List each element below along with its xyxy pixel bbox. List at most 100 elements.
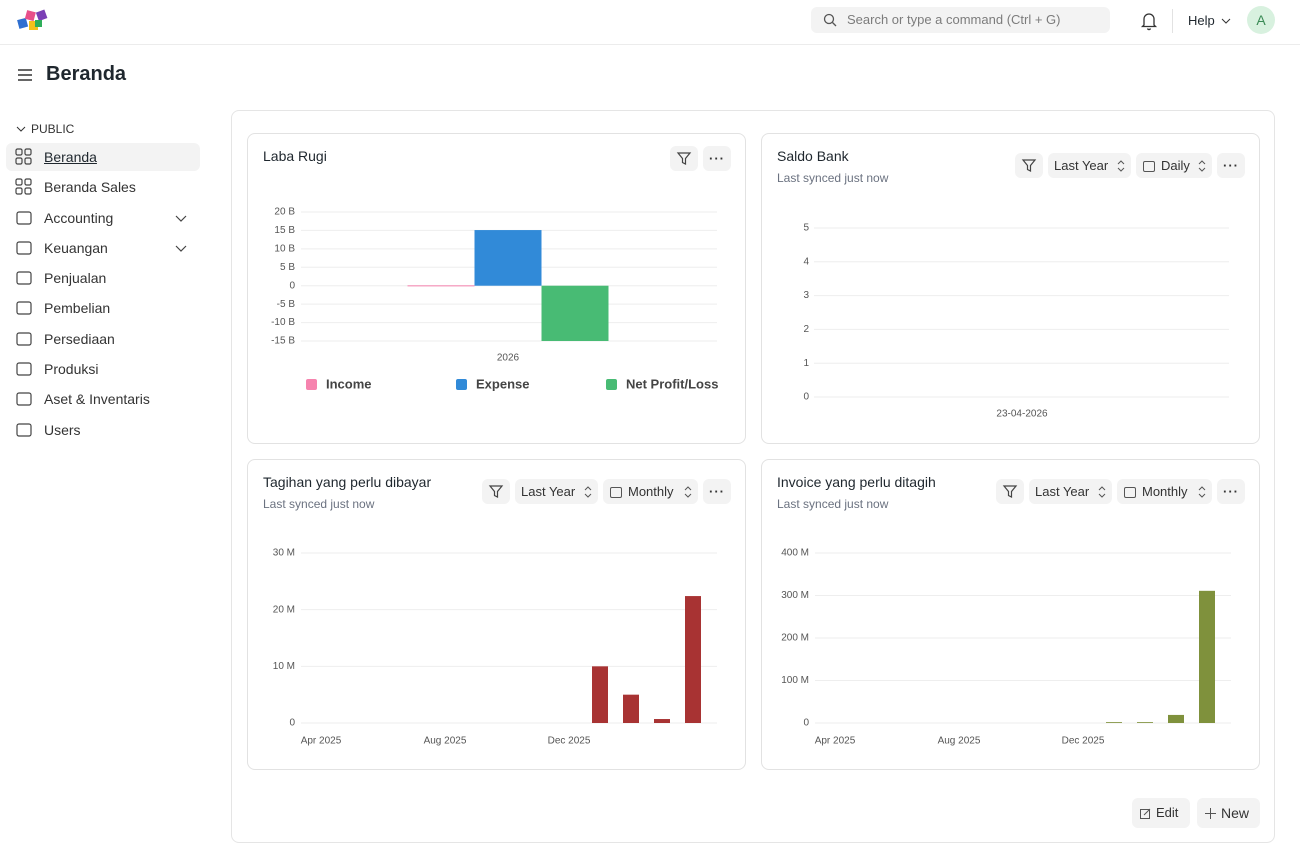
sidebar-item[interactable]: Keuangan (44, 240, 108, 256)
sidebar-item[interactable]: Beranda (6, 143, 200, 171)
y-tick-label: 5 B (280, 262, 295, 273)
filter-button[interactable] (670, 146, 698, 171)
more-button[interactable]: ··· (703, 146, 731, 171)
filter-dropdown[interactable]: Monthly (1117, 479, 1212, 504)
bar (1106, 722, 1122, 723)
sidebar-item[interactable]: Users (44, 422, 81, 438)
chart-subtitle: Last synced just now (263, 497, 375, 511)
icon-part (24, 187, 32, 195)
sidebar-item[interactable]: Accounting (44, 210, 114, 226)
sidebar-icon (16, 392, 32, 406)
workspace-panel (231, 110, 1275, 843)
filter-button[interactable] (482, 479, 510, 504)
bar (1137, 722, 1153, 723)
icon-part (16, 362, 32, 376)
sidebar-item[interactable]: Persediaan (44, 331, 115, 347)
y-tick-label: 0 (803, 718, 809, 729)
y-tick-label: 1 (803, 358, 809, 369)
y-tick-label: -10 B (271, 317, 295, 328)
y-tick-label: 3 (803, 290, 809, 301)
sidebar-icon (16, 301, 32, 315)
menu-toggle[interactable] (17, 67, 33, 83)
filter-dropdown[interactable]: Last Year (515, 479, 598, 504)
help-menu[interactable]: Help (1188, 13, 1215, 28)
y-tick-label: 10 B (274, 243, 295, 254)
x-tick-label: Apr 2025 (815, 736, 856, 747)
x-tick-label: Aug 2025 (424, 736, 467, 747)
y-tick-label: 0 (289, 280, 295, 291)
chart-title: Invoice yang perlu ditagih (777, 474, 936, 490)
filter-dropdown[interactable]: Monthly (603, 479, 698, 504)
icon-part (16, 241, 32, 255)
notification-bell[interactable] (1140, 11, 1158, 31)
y-tick-label: 15 B (274, 225, 295, 236)
bar (1199, 590, 1215, 723)
icon-part (24, 178, 32, 186)
x-tick-label: 23-04-2026 (996, 409, 1048, 420)
search-icon (823, 13, 837, 27)
calendar-icon (1124, 487, 1136, 498)
dropdown-arrows (584, 486, 592, 498)
sidebar-icon (16, 271, 32, 285)
filter-dropdown[interactable]: Last Year (1048, 153, 1131, 178)
y-tick-label: -5 B (277, 299, 296, 310)
x-tick-label: Apr 2025 (301, 736, 342, 747)
y-tick-label: 0 (803, 392, 809, 403)
chart: -15 B -10 B -5 B 0 5 B 10 B 15 B 20 B 2026 Income… (271, 207, 718, 392)
more-button[interactable]: ··· (1217, 153, 1245, 178)
avatar[interactable]: A (1247, 6, 1275, 34)
filter-icon (1021, 159, 1037, 172)
sidebar-item[interactable]: Aset & Inventaris (44, 391, 150, 407)
arrow (1198, 486, 1206, 498)
icon-part (24, 148, 32, 156)
filter-button[interactable] (1015, 153, 1043, 178)
dropdown-arrows (1098, 486, 1106, 498)
y-tick-label: 20 M (273, 604, 295, 615)
filter-dropdown[interactable]: Last Year (1029, 479, 1112, 504)
plus-icon (1205, 808, 1216, 819)
bar (592, 666, 608, 723)
legend-label: Expense (476, 376, 529, 391)
edit-button[interactable]: Edit (1132, 798, 1190, 828)
icon-part (610, 487, 622, 498)
y-tick-label: 100 M (781, 675, 809, 686)
sidebar-item[interactable]: Beranda Sales (44, 179, 136, 195)
y-tick-label: 4 (803, 256, 809, 267)
bar (541, 285, 609, 341)
y-tick-label: 0 (289, 718, 295, 729)
icon-part (15, 178, 23, 186)
search-box[interactable]: Search or type a command (Ctrl + G) (811, 7, 1110, 33)
filter-button[interactable] (996, 479, 1024, 504)
edit-icon (1140, 808, 1151, 819)
icon-part (15, 187, 23, 195)
new-button[interactable]: New (1197, 798, 1260, 828)
filter-icon (676, 152, 692, 165)
more-button[interactable]: ··· (703, 479, 731, 504)
x-tick-label: 2026 (497, 353, 520, 364)
filter-icon (1002, 485, 1018, 498)
arrow (1117, 160, 1125, 172)
bar (685, 596, 701, 723)
more-button[interactable]: ··· (1217, 479, 1245, 504)
icon-part (16, 392, 32, 406)
filter-dropdown[interactable]: Daily (1136, 153, 1212, 178)
sidebar-item[interactable]: Penjualan (44, 270, 107, 286)
chart-card: Tagihan yang perlu dibayar Last synced ju… (247, 459, 746, 770)
y-tick-label: 20 B (274, 207, 295, 218)
chevron (16, 126, 26, 132)
dropdown-arrows (1117, 160, 1125, 172)
chevron (1221, 18, 1231, 24)
dropdown-arrows (1198, 486, 1206, 498)
x-tick-label: Aug 2025 (938, 736, 981, 747)
icon-part (16, 301, 32, 315)
bar (654, 719, 670, 723)
sidebar-icon (15, 148, 32, 165)
sidebar-item[interactable]: Produksi (44, 361, 99, 377)
sidebar-icon (16, 362, 32, 376)
dropdown-arrows (684, 486, 692, 498)
y-tick-label: 200 M (781, 633, 809, 644)
bar (623, 694, 639, 723)
sidebar-item[interactable]: Pembelian (44, 300, 111, 316)
chart-subtitle: Last synced just now (777, 171, 889, 185)
arrow (684, 486, 692, 498)
